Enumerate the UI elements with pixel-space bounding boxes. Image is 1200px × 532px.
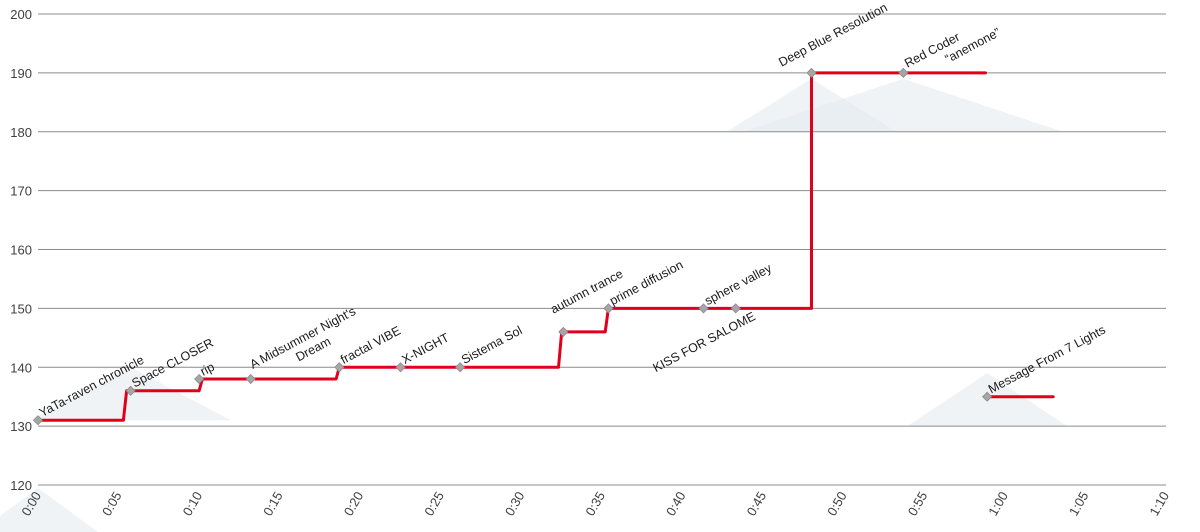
y-tick-label: 120 [10, 478, 32, 493]
series-lines [36, 71, 1055, 422]
x-tick-label: 0:50 [824, 489, 850, 518]
point-label: Message From 7 Lights [986, 323, 1108, 397]
x-tick-label: 0:10 [180, 489, 206, 518]
point-label: prime diffusion [607, 258, 685, 308]
x-tick-label: 1:10 [1146, 489, 1172, 518]
data-point [455, 362, 466, 373]
point-label: A Midsummer Night'sDream [248, 304, 366, 385]
data-point [603, 303, 614, 314]
y-tick-label: 180 [10, 125, 32, 140]
data-point [730, 303, 741, 314]
data-point [898, 67, 909, 78]
y-tick-label: 170 [10, 184, 32, 199]
point-label: Deep Blue Resolution [776, 0, 889, 69]
x-tick-label: 0:40 [663, 489, 689, 518]
data-point [698, 303, 709, 314]
y-tick-label: 190 [10, 66, 32, 81]
y-axis: 120 130 140 150 160 170 180 190 200 [10, 7, 32, 493]
data-point [125, 385, 136, 396]
x-tick-label: 0:15 [260, 489, 286, 518]
y-tick-label: 160 [10, 243, 32, 258]
y-tick-label: 130 [10, 419, 32, 434]
x-tick-label: 1:00 [985, 489, 1011, 518]
x-tick-label: 0:45 [744, 489, 770, 518]
data-point [194, 373, 205, 385]
series-line [36, 71, 987, 422]
data-point [558, 326, 569, 337]
point-label: fractal VIBE [338, 324, 403, 367]
data-point [395, 362, 406, 373]
x-tick-label: 0:20 [341, 489, 367, 518]
shadow-triangles [0, 78, 1068, 532]
data-point [32, 415, 44, 426]
shadow-triangle [0, 488, 98, 532]
x-tick-label: 0:30 [502, 489, 528, 518]
point-label: KISS FOR SALOME [651, 309, 758, 375]
data-points [32, 67, 993, 426]
shadow-triangle [743, 78, 1064, 132]
point-label: Sistema Sol [459, 323, 524, 367]
x-tick-label: 0:35 [582, 489, 608, 518]
x-tick-label: 0:05 [99, 489, 125, 518]
data-point [334, 362, 345, 373]
x-tick-label: 0:25 [421, 489, 447, 518]
y-tick-label: 150 [10, 301, 32, 316]
x-tick-label: 1:05 [1066, 489, 1092, 518]
point-label: rip [198, 360, 217, 379]
x-axis: 0:00 0:05 0:10 0:15 0:20 0:25 0:30 0:35 0:40 0:45… [18, 489, 1172, 518]
gridlines [38, 13, 1166, 486]
data-point [245, 373, 256, 385]
y-tick-label: 140 [10, 360, 32, 375]
point-label: sphere valley [702, 261, 774, 308]
data-point [806, 67, 817, 78]
x-tick-label: 0:55 [905, 489, 931, 518]
data-point [982, 391, 993, 402]
point-label: X-NIGHT [399, 330, 451, 367]
y-tick-label: 200 [10, 7, 32, 22]
